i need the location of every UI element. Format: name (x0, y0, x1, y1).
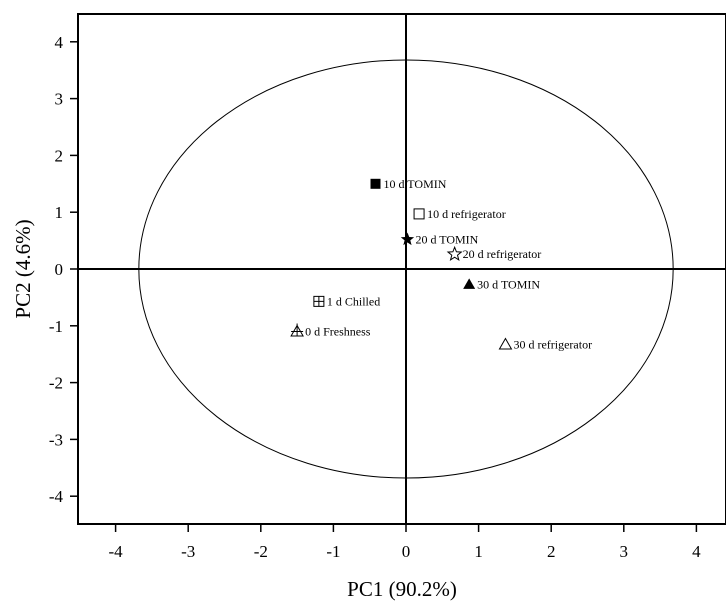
data-point: 10 d TOMIN (370, 177, 447, 191)
data-point: 30 d TOMIN (463, 277, 540, 291)
x-tick-label: -1 (326, 542, 340, 561)
x-tick-label: 4 (692, 542, 701, 561)
x-tick-label: -4 (109, 542, 124, 561)
data-point: 20 d TOMIN (400, 232, 479, 246)
x-axis-ticks: -4 -3 -2 -1 0 1 2 3 4 (109, 524, 701, 561)
y-tick-label: -2 (49, 374, 63, 393)
point-marker (400, 232, 415, 246)
x-tick-label: -2 (254, 542, 268, 561)
y-axis-ticks: -4 -3 -2 -1 0 1 2 3 4 (49, 33, 78, 506)
point-marker-cross (313, 296, 324, 307)
x-tick-label: 0 (402, 542, 411, 561)
point-label: 30 d refrigerator (513, 338, 592, 352)
data-point: 1 d Chilled (313, 294, 380, 308)
x-tick-label: 2 (547, 542, 556, 561)
point-label: 1 d Chilled (327, 294, 380, 308)
y-tick-label: -1 (49, 317, 63, 336)
point-marker (498, 337, 513, 350)
point-label: 0 d Freshness (305, 324, 371, 338)
y-tick-label: 0 (55, 260, 64, 279)
point-marker (463, 278, 476, 289)
y-tick-label: 4 (55, 33, 64, 52)
y-tick-label: -4 (49, 487, 64, 506)
data-point: 0 d Freshness (290, 323, 371, 338)
x-axis-title: PC1 (90.2%) (347, 577, 457, 601)
point-marker (413, 208, 425, 220)
point-label: 30 d TOMIN (477, 277, 540, 291)
x-tick-label: -3 (181, 542, 195, 561)
data-point: 10 d refrigerator (413, 207, 506, 221)
x-tick-label: 3 (620, 542, 629, 561)
zero-lines (78, 14, 726, 524)
y-axis-title: PC2 (4.6%) (11, 219, 35, 318)
data-point: 30 d refrigerator (498, 337, 592, 352)
point-marker (370, 178, 381, 189)
point-label: 10 d refrigerator (427, 207, 506, 221)
data-point: 20 d refrigerator (446, 245, 542, 262)
y-tick-label: 2 (55, 146, 64, 165)
data-points: 10 d TOMIN 10 d refrigerator 20 d TOMIN20 … (290, 177, 592, 352)
x-tick-label: 1 (474, 542, 483, 561)
point-marker-cross (291, 323, 304, 337)
y-tick-label: -3 (49, 430, 63, 449)
point-label: 20 d refrigerator (463, 247, 542, 261)
point-marker (446, 245, 463, 262)
point-label: 10 d TOMIN (384, 177, 447, 191)
point-label: 20 d TOMIN (415, 232, 478, 246)
y-tick-label: 3 (55, 90, 64, 109)
y-tick-label: 1 (55, 203, 64, 222)
